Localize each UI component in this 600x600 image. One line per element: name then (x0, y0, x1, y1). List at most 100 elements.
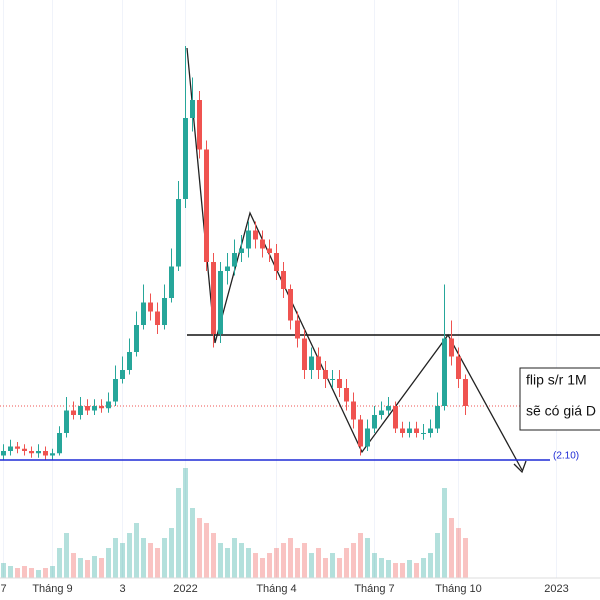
candle-body (295, 320, 300, 339)
volume-bar (225, 548, 230, 578)
volume-bar (379, 558, 384, 578)
volume-bar (449, 518, 454, 578)
volume-bar (22, 566, 27, 578)
volume-bar (50, 566, 55, 578)
volume-bar (253, 553, 258, 578)
candle-body (190, 100, 195, 118)
candle-body (29, 451, 34, 454)
x-tick-label: 2023 (544, 583, 568, 595)
candle-body (456, 356, 461, 379)
volume-bar (351, 543, 356, 578)
x-tick-label: 7 (0, 583, 6, 595)
candle-body (36, 451, 41, 454)
volume-bar (323, 558, 328, 578)
candle-body (71, 410, 76, 415)
volume-bar (316, 548, 321, 578)
volume-bar (15, 568, 20, 578)
support-label: (2.10) (553, 451, 579, 462)
volume-bar (211, 533, 216, 578)
candle-body (330, 379, 335, 380)
candle-body (127, 352, 132, 370)
volume-bar (148, 543, 153, 578)
arrow-head (513, 460, 527, 474)
candle-body (365, 428, 370, 447)
candle-body (225, 266, 230, 271)
candle-body (274, 253, 279, 271)
candle-body (57, 433, 62, 454)
candle-body (414, 428, 419, 433)
candle-body (449, 338, 454, 357)
volume-bar (64, 533, 69, 578)
candle-body (169, 266, 174, 298)
volume-bar (99, 558, 104, 578)
volume-bar (85, 560, 90, 578)
candle-body (337, 379, 342, 388)
volume-bar (260, 558, 265, 578)
volume-bar (267, 553, 272, 578)
x-tick-label: Tháng 10 (435, 583, 481, 595)
annotation-box (519, 367, 600, 431)
volume-bar (358, 533, 363, 578)
candle-body (421, 433, 426, 434)
candle-body (204, 149, 209, 262)
candle-body (386, 406, 391, 411)
volume-bar (344, 548, 349, 578)
volume-bar (309, 553, 314, 578)
candle-body (92, 406, 97, 411)
x-tick-label: 3 (119, 583, 125, 595)
candle-body (106, 401, 111, 409)
candle-body (253, 230, 258, 240)
volume-bar (92, 556, 97, 578)
candle-body (50, 453, 55, 456)
volume-bar (239, 543, 244, 578)
volume-bar (183, 468, 188, 578)
volume-bar (204, 523, 209, 578)
candle-body (281, 271, 286, 289)
candle-body (302, 338, 307, 370)
volume-bar (1, 563, 6, 578)
volume-bar (8, 566, 13, 578)
volume-bar (57, 548, 62, 578)
volume-bar (442, 488, 447, 578)
candle-body (155, 311, 160, 325)
volume-bar (162, 538, 167, 578)
candle-body (113, 379, 118, 402)
volume-bar (456, 528, 461, 578)
candle-body (22, 448, 27, 451)
volume-bar (134, 523, 139, 578)
x-tick-label: Tháng 9 (32, 583, 72, 595)
volume-bar (400, 563, 405, 578)
x-tick-label: Tháng 7 (354, 583, 394, 595)
volume-bar (113, 538, 118, 578)
volume-bar (428, 553, 433, 578)
volume-bar (141, 538, 146, 578)
x-tick-label: 2022 (173, 583, 197, 595)
candle-body (15, 446, 20, 449)
volume-bar (155, 548, 160, 578)
candle-body (428, 428, 433, 433)
volume-bar (43, 568, 48, 578)
candle-body (8, 446, 13, 451)
candle-body (134, 325, 139, 352)
volume-bar (71, 553, 76, 578)
x-tick-label: Tháng 4 (256, 583, 296, 595)
volume-bar (29, 568, 34, 578)
candle-body (393, 406, 398, 429)
volume-bar (176, 488, 181, 578)
candle-body (323, 370, 328, 379)
candle-body (141, 302, 146, 325)
volume-bar (330, 553, 335, 578)
candle-body (442, 338, 447, 406)
volume-bar (393, 563, 398, 578)
volume-bar (421, 558, 426, 578)
candle-body (218, 271, 223, 334)
volume-bar (288, 538, 293, 578)
volume-bar (365, 538, 370, 578)
volume-bar (274, 548, 279, 578)
candle-body (85, 406, 90, 411)
candle-body (463, 379, 468, 406)
annotation-line: sẽ có giá D (526, 403, 596, 419)
candle-body (99, 406, 104, 409)
candle-body (435, 406, 440, 429)
volume-bar (372, 553, 377, 578)
